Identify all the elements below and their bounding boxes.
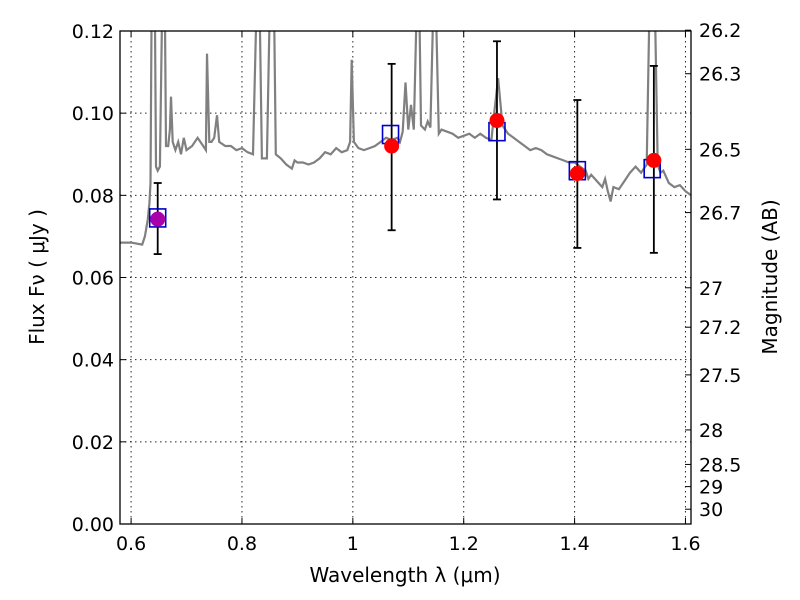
y-tick-label: 0.08 bbox=[72, 185, 114, 207]
x-tick-label: 1.4 bbox=[559, 533, 589, 555]
y-axis-right-label: Magnitude (AB) bbox=[758, 199, 782, 354]
y-tick-label: 0.12 bbox=[72, 21, 114, 43]
y-tick-label: 0.02 bbox=[72, 432, 114, 454]
right-tick-label: 26.7 bbox=[699, 203, 741, 225]
y-tick-label: 0.10 bbox=[72, 103, 114, 125]
x-tick-label: 1.2 bbox=[449, 533, 479, 555]
x-tick-label: 1.6 bbox=[670, 533, 700, 555]
plot-area bbox=[120, 31, 691, 255]
error-bars bbox=[153, 40, 658, 255]
right-tick-label: 27 bbox=[699, 278, 723, 300]
observed-photometry-point bbox=[489, 113, 505, 129]
model-spectrum-line bbox=[120, 31, 691, 246]
right-tick-label: 28 bbox=[699, 420, 723, 442]
right-tick-label: 28.5 bbox=[699, 454, 741, 476]
y-tick-label: 0.04 bbox=[72, 350, 114, 372]
model-photometry-square bbox=[148, 208, 167, 228]
right-tick-label: 26.2 bbox=[699, 20, 741, 42]
right-tick-label: 26.3 bbox=[699, 64, 741, 86]
observed-photometry-point bbox=[646, 152, 662, 168]
x-axis-label: Wavelength λ (μm) bbox=[309, 563, 500, 587]
right-tick-label: 27.5 bbox=[699, 365, 741, 387]
observed-photometry-points bbox=[150, 113, 662, 227]
y-axis-label: Flux Fν ( μJy ) bbox=[25, 209, 49, 345]
y-axis-left: 0.00 0.02 0.04 0.06 0.08 0.10 0.12 bbox=[72, 21, 126, 536]
observed-photometry-point bbox=[569, 166, 585, 182]
right-tick-label: 29 bbox=[699, 477, 723, 499]
right-tick-label: 30 bbox=[699, 499, 723, 521]
y-tick-label: 0.06 bbox=[72, 268, 114, 290]
x-tick-label: 1 bbox=[347, 533, 359, 555]
observed-photometry-point bbox=[384, 138, 400, 154]
observed-photometry-point bbox=[150, 211, 166, 227]
y-tick-label: 0.00 bbox=[72, 514, 114, 536]
right-tick-label: 26.5 bbox=[699, 139, 741, 161]
x-tick-label: 0.6 bbox=[116, 533, 146, 555]
right-tick-label: 27.2 bbox=[699, 317, 741, 339]
x-axis: 0.6 0.8 1 1.2 1.4 1.6 bbox=[116, 31, 701, 555]
x-tick-label: 0.8 bbox=[227, 533, 257, 555]
